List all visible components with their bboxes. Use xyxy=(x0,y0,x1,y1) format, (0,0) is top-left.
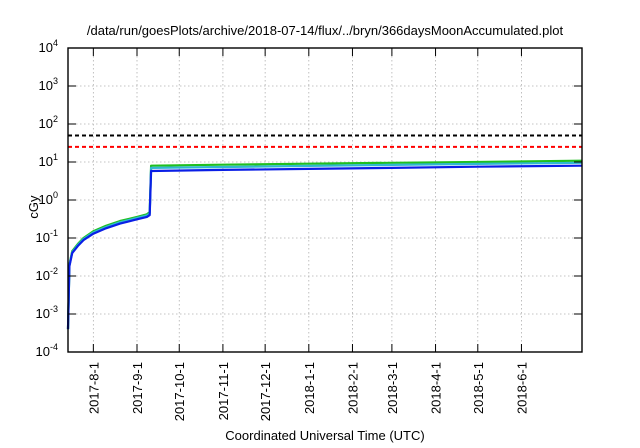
x-tick-label: 2017-11-1 xyxy=(216,362,231,420)
y-tick-label: 101 xyxy=(39,152,58,169)
y-tick-label: 102 xyxy=(39,114,58,131)
x-axis-label: Coordinated Universal Time (UTC) xyxy=(225,428,424,443)
y-tick-label: 100 xyxy=(39,190,58,207)
x-tick-label: 2018-4-1 xyxy=(429,362,444,414)
y-axis: 10-4 10-3 10-2 10-1 100 101 102 103 104 xyxy=(36,38,582,359)
x-tick-label: 2018-5-1 xyxy=(471,362,486,414)
gridlines xyxy=(68,48,582,352)
series-lines xyxy=(66,159,583,330)
y-axis-label: cGy xyxy=(26,195,41,219)
x-axis: 2017-8-1 2017-9-1 2017-10-1 2017-11-1 2017-1… xyxy=(86,48,529,421)
series-line xyxy=(66,159,583,330)
series-line xyxy=(66,164,583,330)
x-tick-label: 2017-10-1 xyxy=(172,362,187,421)
y-tick-label: 103 xyxy=(39,76,58,93)
x-tick-label: 2018-1-1 xyxy=(302,362,317,414)
y-tick-label: 10-1 xyxy=(36,228,58,245)
y-tick-label: 104 xyxy=(39,38,58,55)
y-tick-label: 10-2 xyxy=(36,266,58,283)
x-tick-label: 2017-12-1 xyxy=(258,362,273,421)
chart-title: /data/run/goesPlots/archive/2018-07-14/f… xyxy=(87,23,564,38)
x-tick-label: 2018-3-1 xyxy=(385,362,400,414)
x-tick-label: 2018-6-1 xyxy=(514,362,529,414)
x-tick-label: 2017-8-1 xyxy=(86,362,101,414)
y-tick-label: 10-4 xyxy=(36,342,58,359)
x-tick-label: 2017-9-1 xyxy=(130,362,145,414)
x-tick-label: 2018-2-1 xyxy=(345,362,360,414)
y-tick-label: 10-3 xyxy=(36,304,58,321)
series-line xyxy=(66,161,583,330)
threshold-lines xyxy=(68,134,582,148)
